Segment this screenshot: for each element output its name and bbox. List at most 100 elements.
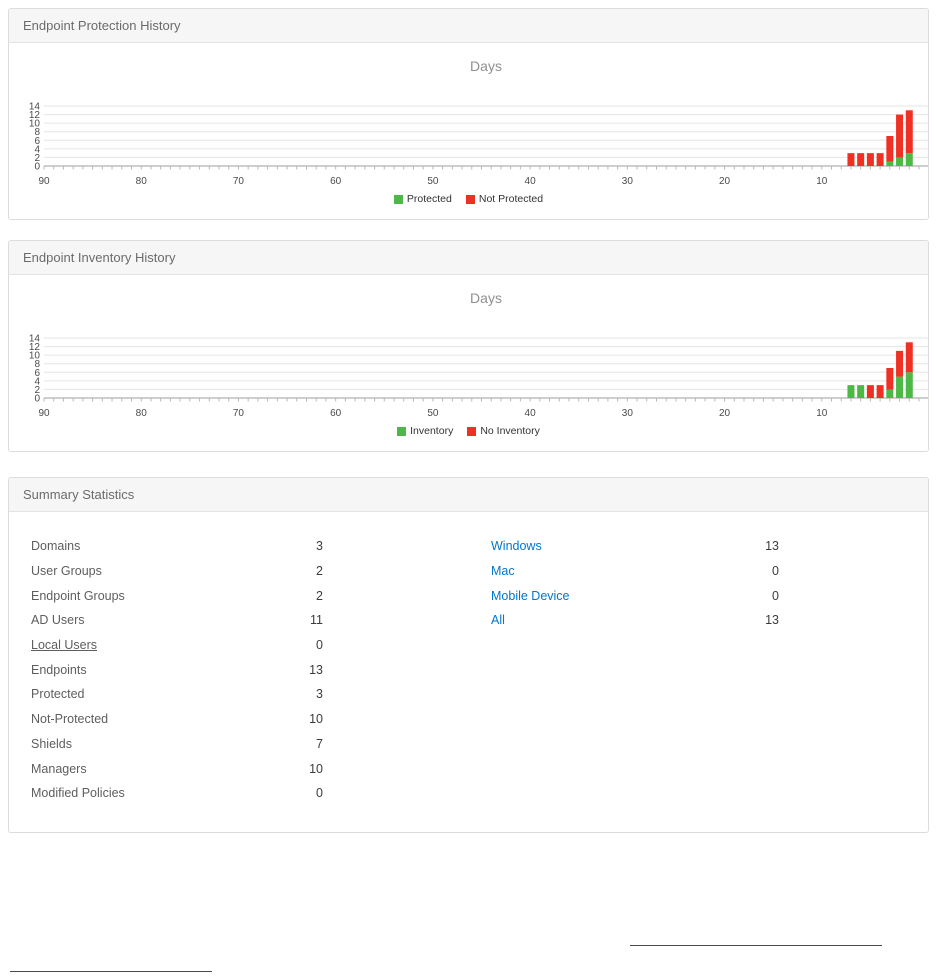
stat-row-endpoints: Endpoints 13 <box>31 657 323 682</box>
stat-label: User Groups <box>31 564 102 579</box>
no-inventory-legend-label: No Inventory <box>480 425 540 437</box>
stat-label: Endpoints <box>31 662 87 677</box>
stat-row-mobile-device: Mobile Device 0 <box>491 583 779 608</box>
svg-text:60: 60 <box>330 408 342 419</box>
svg-text:90: 90 <box>38 176 50 187</box>
stat-row-mac: Mac 0 <box>491 559 779 584</box>
footer-rule-left <box>10 971 212 972</box>
mac-link[interactable]: Mac <box>491 564 515 579</box>
stat-row-not-protected: Not-Protected 10 <box>31 707 323 732</box>
inventory-panel-body: Days 0 2 4 6 8 10 12 14 90 80 70 60 50 40 30 20 10 Invent… <box>9 275 928 451</box>
stat-row-user-groups: User Groups 2 <box>31 559 323 584</box>
stat-value: 2 <box>316 588 323 603</box>
svg-text:30: 30 <box>622 408 634 419</box>
legend-item-inventory: Inventory <box>397 425 453 437</box>
svg-text:80: 80 <box>136 408 148 419</box>
svg-text:10: 10 <box>29 351 41 362</box>
stat-value: 0 <box>316 638 323 653</box>
stat-row-windows: Windows 13 <box>491 534 779 559</box>
mobile-device-link[interactable]: Mobile Device <box>491 588 570 603</box>
svg-text:14: 14 <box>29 334 41 345</box>
svg-text:10: 10 <box>816 408 828 419</box>
protected-legend-swatch <box>393 194 403 204</box>
stat-value: 13 <box>765 613 779 628</box>
svg-text:40: 40 <box>525 176 537 187</box>
stat-value: 2 <box>316 564 323 579</box>
stat-row-local-users: Local Users 0 <box>31 633 323 658</box>
summary-right-column: Windows 13 Mac 0 Mobile Device 0 All 13 <box>491 534 779 806</box>
stat-value: 11 <box>310 613 323 628</box>
svg-text:Days: Days <box>470 58 502 74</box>
stat-row-ad-users: AD Users 11 <box>31 608 323 633</box>
svg-text:40: 40 <box>525 408 537 419</box>
stat-value: 3 <box>316 687 323 702</box>
legend-item-protected: Protected <box>393 193 452 205</box>
stat-label: Protected <box>31 687 85 702</box>
not-protected-legend-swatch <box>465 194 475 204</box>
svg-text:6: 6 <box>34 368 40 379</box>
panel-endpoint-inventory-history: Endpoint Inventory History Days 0 2 4 6 8 10 12… <box>8 240 929 452</box>
stat-label: Domains <box>31 539 81 554</box>
stat-label: Shields <box>31 736 72 751</box>
windows-link[interactable]: Windows <box>491 539 542 554</box>
stat-value: 0 <box>316 786 323 801</box>
all-link[interactable]: All <box>491 613 505 628</box>
protection-panel-body: Days 0 2 4 6 8 10 12 14 90 80 70 60 50 40 30 20 10 Protec… <box>9 43 928 219</box>
stat-label: Local Users <box>31 638 97 653</box>
svg-text:20: 20 <box>719 408 731 419</box>
svg-text:12: 12 <box>29 110 41 121</box>
svg-text:2: 2 <box>34 385 40 396</box>
svg-text:60: 60 <box>330 176 342 187</box>
legend-item-not-protected: Not Protected <box>465 193 544 205</box>
protection-chart-legend: Protected Not Protected <box>9 193 928 205</box>
svg-text:14: 14 <box>29 102 41 113</box>
svg-text:8: 8 <box>34 127 40 138</box>
panel-endpoint-protection-history: Endpoint Protection History Days 0 2 4 6 8 10 1… <box>8 8 929 220</box>
stat-value: 13 <box>309 662 323 677</box>
inventory-chart-legend: Inventory No Inventory <box>9 425 928 437</box>
stat-value: 10 <box>309 712 323 727</box>
dashboard-page: { "colors": { "protected_green": "#4db74… <box>0 8 937 978</box>
stat-row-all: All 13 <box>491 608 779 633</box>
stat-label: Not-Protected <box>31 712 109 727</box>
stat-value: 10 <box>309 761 323 776</box>
svg-text:0: 0 <box>34 162 40 173</box>
stat-label: Endpoint Groups <box>31 588 125 603</box>
svg-text:4: 4 <box>34 144 40 155</box>
stat-label: Managers <box>31 761 87 776</box>
protected-legend-label: Protected <box>406 193 452 205</box>
svg-text:12: 12 <box>29 342 41 353</box>
stat-row-domains: Domains 3 <box>31 534 323 559</box>
svg-text:50: 50 <box>427 408 439 419</box>
stat-value: 0 <box>772 564 779 579</box>
svg-text:4: 4 <box>34 376 40 387</box>
svg-text:80: 80 <box>136 176 148 187</box>
stat-value: 7 <box>316 736 323 751</box>
stat-value: 0 <box>772 588 779 603</box>
svg-text:90: 90 <box>38 408 50 419</box>
summary-stats-body: Domains 3 User Groups 2 Endpoint Groups … <box>9 512 928 832</box>
svg-text:0: 0 <box>34 394 40 405</box>
stat-label: Modified Policies <box>31 786 125 801</box>
svg-text:10: 10 <box>29 119 41 130</box>
not-protected-legend-label: Not Protected <box>478 193 544 205</box>
stat-value: 3 <box>316 539 323 554</box>
inventory-legend-label: Inventory <box>410 425 454 437</box>
stat-row-endpoint-groups: Endpoint Groups 2 <box>31 583 323 608</box>
stat-label: AD Users <box>31 613 85 628</box>
svg-text:50: 50 <box>427 176 439 187</box>
svg-text:8: 8 <box>34 359 40 370</box>
stat-row-protected: Protected 3 <box>31 682 323 707</box>
svg-text:20: 20 <box>719 176 731 187</box>
panel-summary-statistics: Summary Statistics Domains 3 User Groups… <box>8 477 929 833</box>
inventory-panel-title: Endpoint Inventory History <box>9 241 928 275</box>
footer-rule-right <box>630 945 882 946</box>
inventory-legend-swatch <box>397 426 407 436</box>
summary-left-column: Domains 3 User Groups 2 Endpoint Groups … <box>31 534 323 806</box>
legend-item-no-inventory: No Inventory <box>467 425 540 437</box>
svg-text:2: 2 <box>34 153 40 164</box>
svg-text:70: 70 <box>233 176 245 187</box>
svg-text:6: 6 <box>34 136 40 147</box>
